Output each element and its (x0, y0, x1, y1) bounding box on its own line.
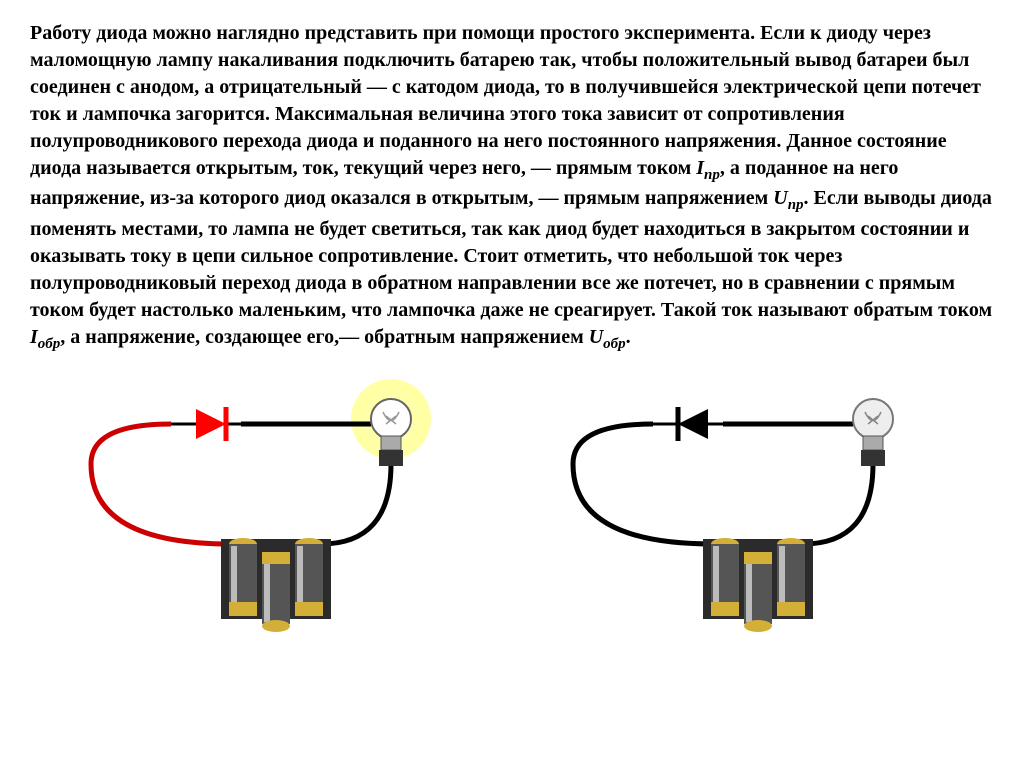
symbol-I: I (696, 157, 704, 179)
figure-forward-bias (61, 374, 481, 634)
wire-left-icon (573, 424, 713, 544)
bulb-glass-icon (853, 399, 893, 439)
bulb-base-icon (863, 436, 883, 450)
subscript-obr2: обр (603, 336, 626, 352)
main-paragraph: Работу диода можно наглядно представить … (30, 20, 994, 354)
symbol-Iobr: I (30, 326, 38, 348)
wire-left-icon (91, 424, 231, 544)
text-seg: Работу диода можно наглядно представить … (30, 22, 981, 179)
bulb-socket-icon (379, 450, 403, 466)
wire-down-icon (321, 464, 391, 544)
bulb-socket-icon (861, 450, 885, 466)
battery-pack-icon (221, 538, 331, 632)
diode-triangle-icon (678, 409, 708, 439)
wire-down-icon (803, 464, 873, 544)
subscript-obr: обр (38, 336, 61, 352)
figures-row (30, 374, 994, 634)
subscript-pr: пр (704, 167, 720, 183)
subscript-pr2: пр (788, 197, 804, 213)
text-seg: , а напряжение, создающее его,— обратным… (60, 326, 588, 348)
battery-pack-icon (703, 538, 813, 632)
text-seg: . (626, 326, 631, 348)
bulb-glass-icon (371, 399, 411, 439)
symbol-U: U (773, 187, 787, 209)
symbol-Uobr: U (589, 326, 603, 348)
diode-triangle-icon (196, 409, 226, 439)
bulb-base-icon (381, 436, 401, 450)
figure-reverse-bias (543, 374, 963, 634)
